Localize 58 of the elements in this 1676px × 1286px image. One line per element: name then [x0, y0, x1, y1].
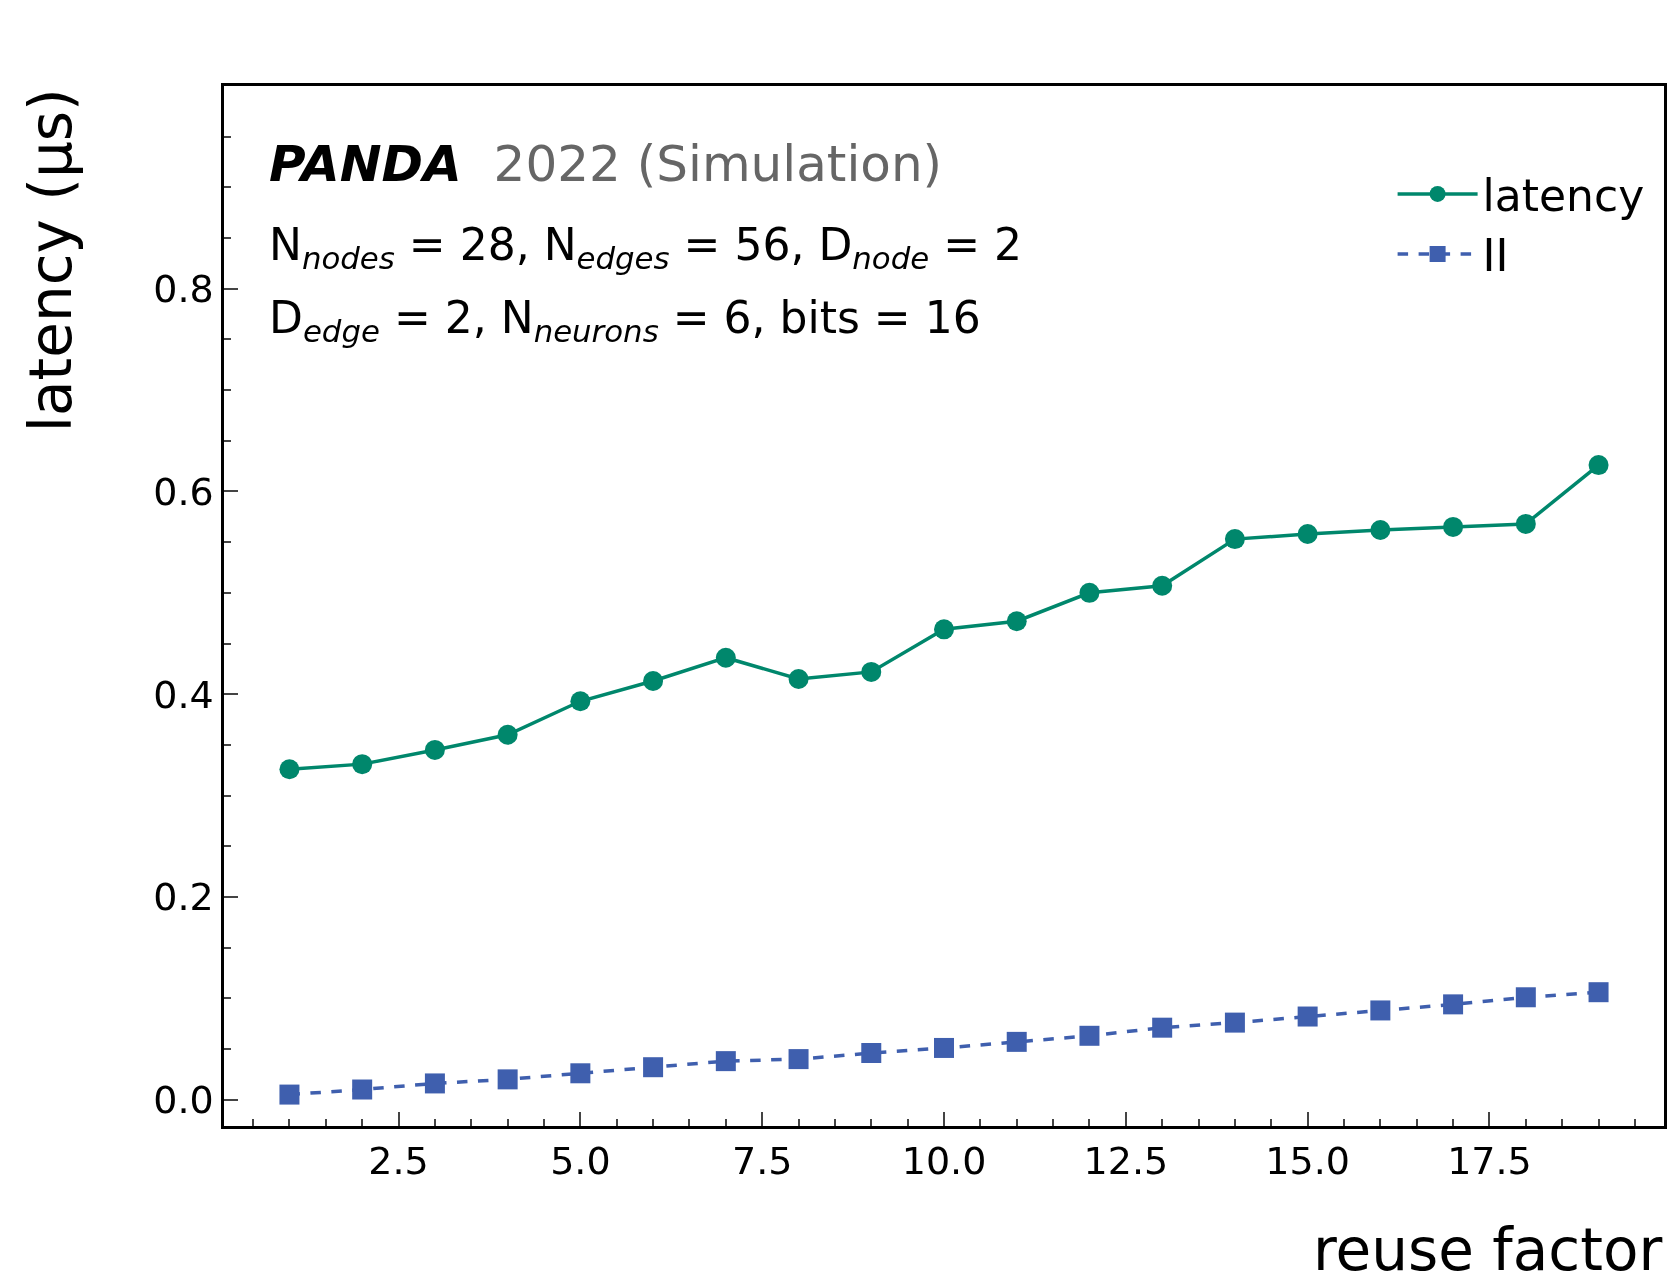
point [1370, 1000, 1391, 1021]
point [1370, 519, 1391, 540]
point [352, 754, 373, 775]
point [570, 691, 591, 712]
point [1443, 994, 1464, 1015]
point [1515, 513, 1536, 534]
y-tick-label: 0.4 [153, 672, 214, 717]
y-tick-label: 0.0 [153, 1077, 214, 1122]
point [715, 1051, 736, 1072]
x-axis-title: reuse factor [1313, 1216, 1663, 1284]
x-tick-label: 10.0 [901, 1139, 987, 1184]
point [279, 1084, 300, 1105]
point [1515, 987, 1536, 1008]
legend-label: II [1482, 230, 1509, 282]
point [1079, 1025, 1100, 1046]
point [1297, 1006, 1318, 1027]
point [1224, 529, 1245, 550]
y-axis-title: latency (μs) [17, 88, 86, 433]
point [1588, 455, 1609, 476]
y-tick-label: 0.6 [153, 469, 214, 514]
annotation: PANDA [269, 135, 462, 193]
legend-label: latency [1482, 170, 1645, 222]
annotation: D$_{edge}$ = 2, N$_{neurons}$ = 6, bits = 16 [269, 292, 981, 350]
point [424, 739, 445, 760]
point [279, 759, 300, 780]
point [1152, 575, 1173, 596]
point [934, 1037, 954, 1058]
point [643, 1057, 664, 1078]
annotation: 2022 (Simulation) [493, 135, 943, 193]
point [1297, 524, 1318, 545]
point [352, 1079, 373, 1100]
point [497, 724, 518, 745]
point [788, 668, 809, 689]
x-tick-label: 7.5 [731, 1139, 793, 1184]
point [934, 619, 954, 640]
point [1443, 516, 1464, 537]
point [1152, 1017, 1173, 1038]
point [497, 1069, 518, 1090]
point [1224, 1012, 1245, 1033]
point [861, 1043, 882, 1064]
x-tick-label: 5.0 [550, 1139, 611, 1184]
point [1588, 982, 1609, 1003]
x-tick-label: 12.5 [1083, 1139, 1169, 1184]
point [643, 671, 664, 691]
point [715, 647, 736, 668]
point [570, 1063, 591, 1084]
y-tick-label: 0.8 [153, 267, 214, 312]
point [1079, 582, 1100, 603]
annotation: N$_{nodes}$ = 28, N$_{edges}$ = 56, D$_{node}$ = 2 [269, 219, 1022, 277]
point [424, 1073, 445, 1094]
point [861, 661, 882, 682]
point [1006, 1031, 1027, 1052]
x-tick-label: 15.0 [1265, 1139, 1350, 1184]
x-tick-label: 2.5 [368, 1139, 429, 1184]
x-tick-label: 17.5 [1447, 1139, 1532, 1184]
point [1006, 611, 1027, 632]
y-tick-label: 0.2 [153, 875, 214, 920]
point [788, 1049, 809, 1070]
